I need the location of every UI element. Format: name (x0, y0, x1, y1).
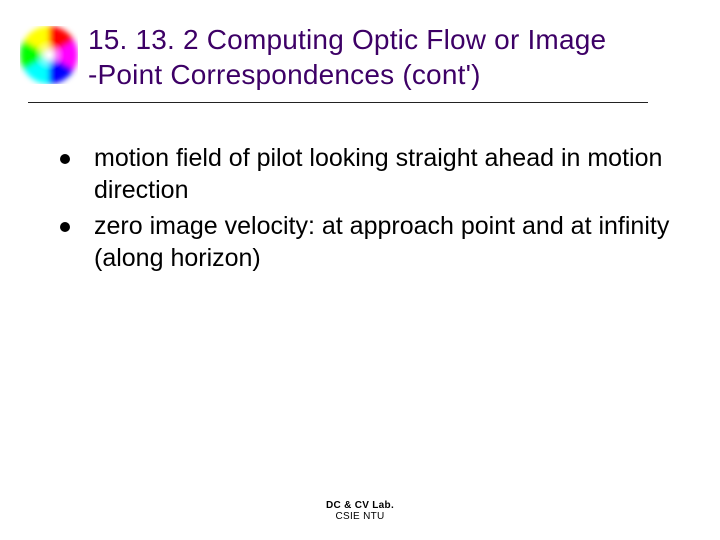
title-line-1: 15. 13. 2 Computing Optic Flow or Image (88, 22, 704, 57)
title-underline (28, 102, 648, 103)
color-wheel-icon (20, 26, 78, 84)
footer-lab: DC & CV Lab. (0, 500, 720, 511)
bullet-text: motion field of pilot looking straight a… (94, 142, 690, 206)
bullet-text: zero image velocity: at approach point a… (94, 210, 690, 274)
slide-footer: DC & CV Lab. CSIE NTU (0, 500, 720, 522)
slide: 15. 13. 2 Computing Optic Flow or Image … (0, 0, 720, 540)
bullet-icon (60, 154, 70, 164)
list-item: motion field of pilot looking straight a… (60, 142, 690, 206)
bullet-icon (60, 222, 70, 232)
title-line-2: -Point Correspondences (cont') (88, 57, 704, 92)
color-wheel-logo (20, 26, 78, 84)
list-item: zero image velocity: at approach point a… (60, 210, 690, 274)
slide-title: 15. 13. 2 Computing Optic Flow or Image … (88, 22, 704, 111)
footer-dept: CSIE NTU (0, 511, 720, 522)
bullet-list: motion field of pilot looking straight a… (60, 142, 690, 278)
